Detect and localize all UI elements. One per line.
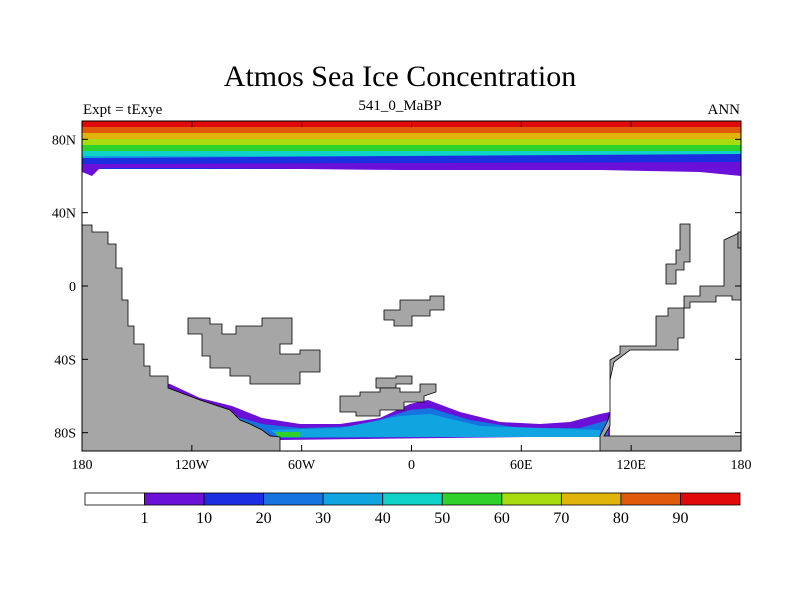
antarctic-ice-inner [270,414,600,437]
axis-ticks: 180 120W 60W 0 60E 120E 180 80N 40N 0 40S 80S [52,121,752,473]
colorbar-box [441,492,503,506]
colorbar-label: 30 [315,510,331,527]
colorbar-box [263,492,324,506]
x-tick-label: 0 [408,458,415,473]
colorbar-label: 60 [494,510,510,527]
land-eastern-island [665,223,691,285]
colorbar-box [501,492,562,506]
colorbar-label: 80 [613,510,629,527]
x-tick-label: 60W [288,458,316,473]
y-tick-label: 80S [54,427,76,442]
colorbar-box [680,492,741,506]
y-tick-label: 40N [52,207,76,222]
arctic-ice-band [82,154,741,164]
colorbar-box [560,492,622,506]
y-tick-label: 0 [69,280,76,295]
colorbar-box [382,492,443,506]
antarctic-ice-high [275,432,300,437]
y-tick-label: 40S [54,353,76,368]
land-small-island [375,375,413,389]
period-label: 541_0_MaBP [358,98,442,114]
arctic-ice-band [82,127,741,133]
land-small-island [383,295,445,327]
colorbar-label: 10 [196,510,212,527]
y-tick-label: 80N [52,133,76,148]
x-tick-label: 120W [175,458,210,473]
colorbar-label: 90 [672,510,688,527]
experiment-label: Expt = tExye [83,102,163,118]
map-title: Atmos Sea Ice Concentration [223,60,577,93]
colorbar-label: 20 [256,510,272,527]
land-layer [81,223,742,452]
land-southern-continent [339,383,437,417]
sea-ice-layer [82,121,741,440]
colorbar-label: 50 [434,510,450,527]
antarctic-ice-mid [155,388,608,438]
season-label: ANN [707,102,741,118]
colorbar: 1 10 20 30 40 50 60 70 80 90 [84,492,741,527]
x-tick-label: 180 [731,458,752,473]
land-western-continent [81,224,281,452]
arctic-ice-band [82,151,741,156]
colorbar-label: 70 [553,510,569,527]
colorbar-box [84,492,145,506]
arctic-ice-band [82,139,741,145]
arctic-ice-band [82,145,741,151]
arctic-ice-band [82,133,741,139]
land-equatorial-continent [187,317,321,385]
colorbar-box [203,492,265,506]
colorbar-label: 1 [141,510,149,527]
land-eastern-continent [599,231,742,452]
x-tick-label: 60E [510,458,533,473]
colorbar-box [620,492,681,506]
colorbar-label: 40 [375,510,391,527]
colorbar-box [322,492,384,506]
x-tick-label: 120E [616,458,646,473]
x-tick-label: 180 [72,458,93,473]
colorbar-box [144,492,205,506]
